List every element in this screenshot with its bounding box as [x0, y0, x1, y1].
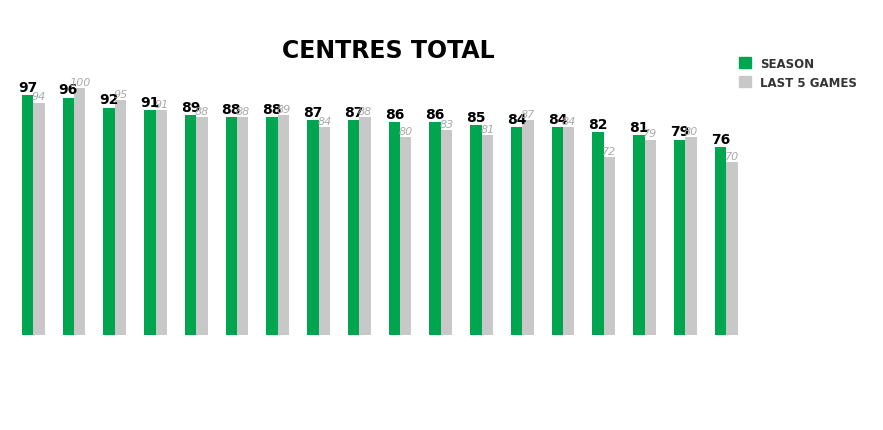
Bar: [74, 89, 86, 335]
Text: 94: 94: [32, 92, 46, 102]
Text: 82: 82: [588, 118, 608, 132]
Text: 88: 88: [222, 103, 241, 117]
Bar: [63, 98, 74, 335]
Bar: [144, 111, 155, 335]
Bar: [441, 131, 452, 335]
Text: 88: 88: [262, 103, 282, 117]
Bar: [155, 111, 167, 335]
Bar: [103, 108, 115, 335]
Text: 86: 86: [426, 108, 445, 122]
Bar: [348, 121, 359, 335]
Text: 84: 84: [317, 117, 331, 127]
Text: 87: 87: [521, 109, 535, 120]
Bar: [34, 103, 45, 335]
Text: 76: 76: [711, 132, 730, 147]
Bar: [196, 118, 208, 335]
Text: 88: 88: [236, 107, 250, 117]
Text: 97: 97: [18, 81, 37, 95]
Text: 81: 81: [629, 120, 649, 134]
Text: 88: 88: [358, 107, 372, 117]
Text: 89: 89: [181, 101, 200, 114]
Text: 81: 81: [480, 124, 494, 134]
Text: 89: 89: [276, 104, 291, 114]
Bar: [185, 116, 196, 335]
Text: 88: 88: [195, 107, 209, 117]
Bar: [389, 123, 400, 335]
Text: 87: 87: [343, 105, 363, 120]
Text: 91: 91: [140, 95, 160, 110]
Bar: [429, 123, 441, 335]
Text: 84: 84: [547, 113, 567, 127]
Bar: [481, 135, 493, 335]
Text: 80: 80: [684, 127, 698, 137]
Bar: [237, 118, 248, 335]
Legend: SEASON, LAST 5 GAMES: SEASON, LAST 5 GAMES: [739, 58, 857, 89]
Text: 72: 72: [602, 147, 616, 157]
Text: 86: 86: [385, 108, 404, 122]
Bar: [319, 128, 330, 335]
Bar: [674, 140, 685, 335]
Text: 96: 96: [58, 83, 78, 97]
Text: 79: 79: [643, 129, 658, 139]
Bar: [726, 163, 737, 335]
Bar: [359, 118, 371, 335]
Text: 70: 70: [725, 151, 739, 161]
Text: 91: 91: [155, 100, 169, 110]
Bar: [645, 140, 656, 335]
Bar: [604, 158, 615, 335]
Bar: [278, 116, 290, 335]
Text: 84: 84: [507, 113, 526, 127]
Bar: [267, 118, 278, 335]
Bar: [714, 148, 726, 335]
Bar: [511, 128, 523, 335]
Bar: [592, 133, 604, 335]
Text: 92: 92: [100, 93, 119, 107]
Bar: [563, 128, 575, 335]
Text: 95: 95: [113, 90, 128, 100]
Bar: [226, 118, 237, 335]
Text: 83: 83: [440, 119, 454, 129]
Text: 79: 79: [670, 125, 690, 139]
Bar: [115, 101, 126, 335]
Text: CENTRES TOTAL: CENTRES TOTAL: [283, 39, 494, 63]
Bar: [685, 138, 697, 335]
Text: 85: 85: [466, 111, 486, 124]
Text: 100: 100: [69, 77, 90, 87]
Bar: [552, 128, 563, 335]
Bar: [470, 126, 481, 335]
Bar: [633, 135, 645, 335]
Text: 87: 87: [303, 105, 322, 120]
Bar: [307, 121, 319, 335]
Bar: [523, 121, 533, 335]
Bar: [22, 96, 34, 335]
Text: 84: 84: [562, 117, 576, 127]
Text: 80: 80: [398, 127, 413, 137]
Bar: [400, 138, 411, 335]
